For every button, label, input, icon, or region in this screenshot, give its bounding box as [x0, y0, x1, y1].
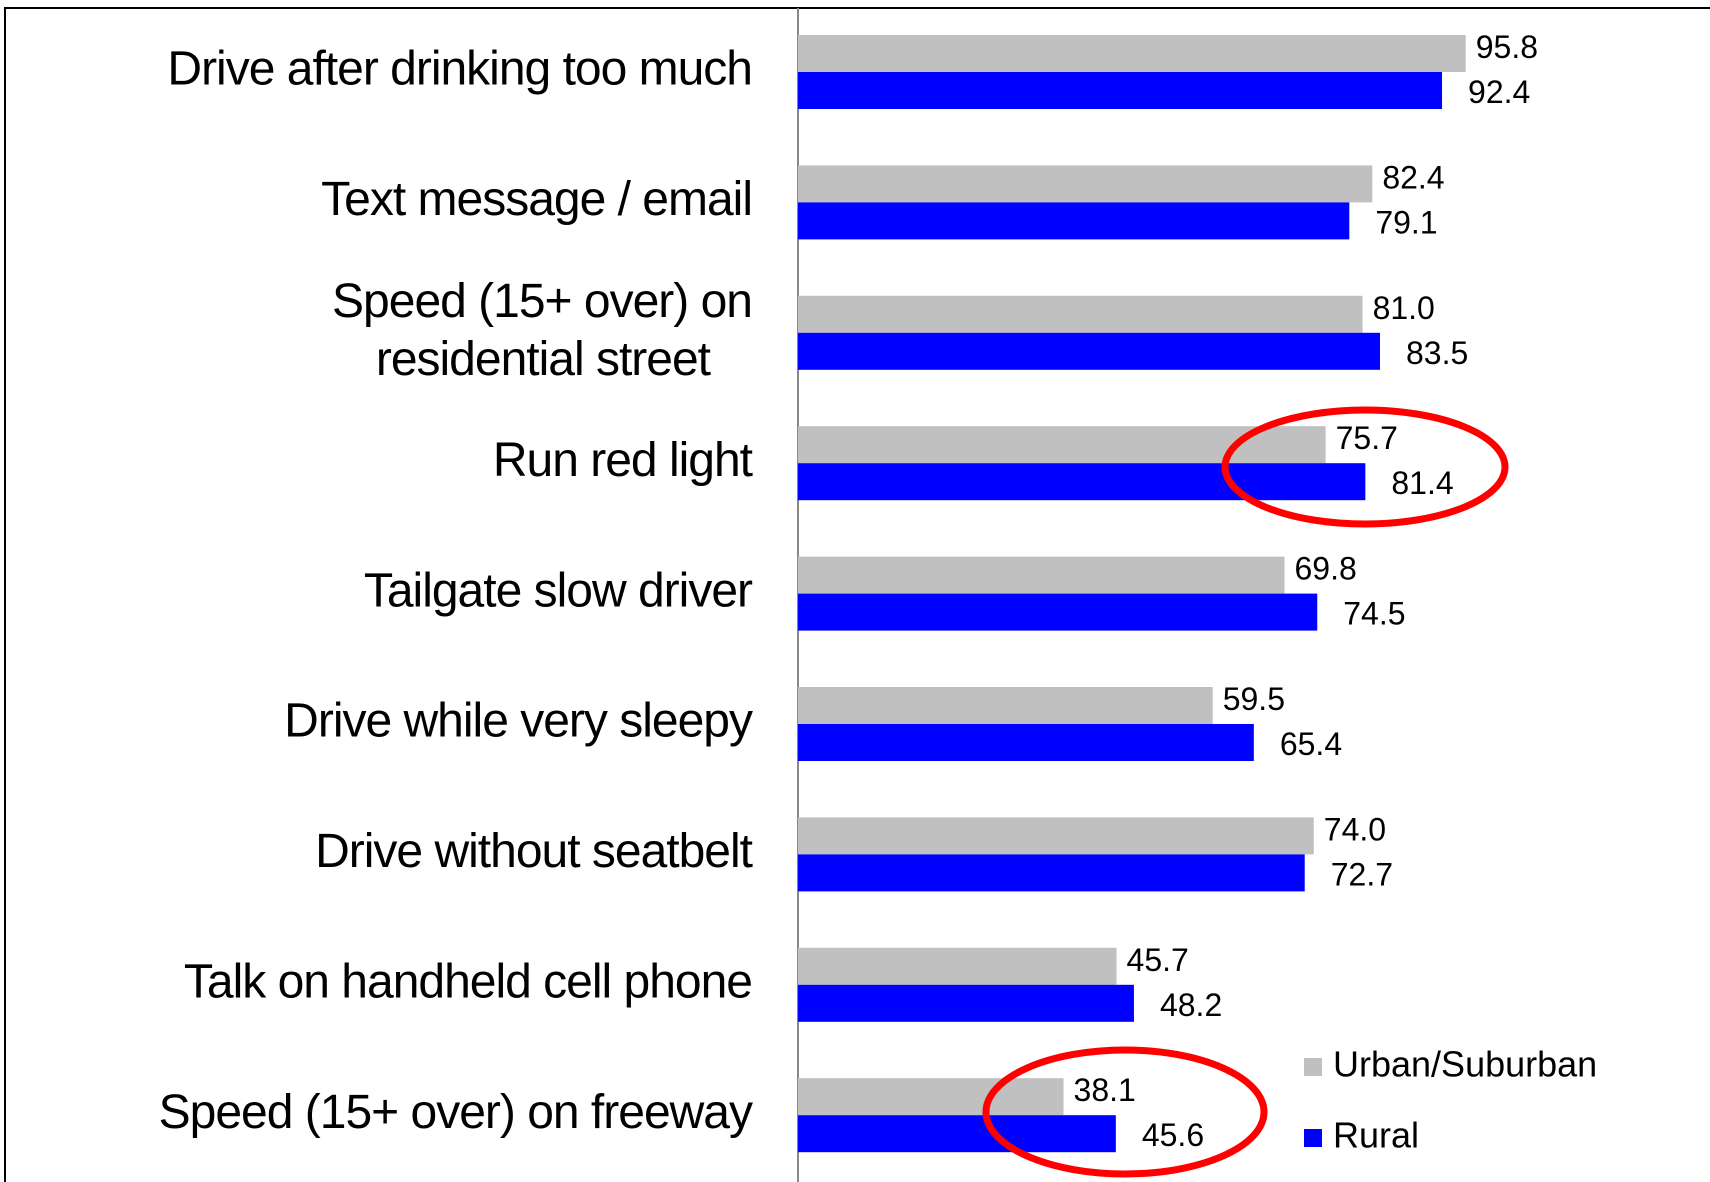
highlight-ellipse [982, 1046, 1268, 1178]
value-label: 38.1 [1074, 1072, 1136, 1108]
value-label: 95.8 [1476, 29, 1538, 65]
plot: Drive after drinking too much 95.8 92.4 Tex… [159, 29, 1598, 1156]
value-label: 45.6 [1142, 1117, 1204, 1153]
value-label: 69.8 [1295, 551, 1357, 587]
bar [798, 817, 1314, 855]
value-label: 74.5 [1343, 596, 1405, 632]
category-label: Drive without seatbelt [315, 825, 753, 878]
value-label: 74.0 [1324, 811, 1386, 847]
category-label: Drive while very sleepy [284, 695, 753, 748]
frame [4, 7, 1710, 1182]
bar [798, 1078, 1064, 1116]
value-label: 65.4 [1280, 726, 1342, 762]
bar [798, 72, 1443, 109]
value-label: 48.2 [1160, 987, 1222, 1023]
category-label: Text message / email [321, 173, 752, 226]
category-label: Speed (15+ over) on freeway [159, 1086, 753, 1139]
bar [798, 854, 1305, 892]
category-label: Speed (15+ over) on residential street [332, 274, 752, 385]
bar [798, 593, 1318, 631]
value-label: 75.7 [1336, 420, 1398, 456]
bar [798, 984, 1134, 1022]
bar [798, 556, 1285, 594]
highlight-ellipse [1221, 406, 1509, 528]
value-label: 83.5 [1406, 335, 1468, 371]
value-label: 82.4 [1382, 159, 1444, 195]
legend-swatch [1304, 1129, 1322, 1147]
bar [798, 202, 1350, 240]
value-label: 72.7 [1331, 856, 1393, 892]
bar [798, 426, 1326, 464]
value-label: 81.4 [1391, 465, 1453, 501]
bar [798, 295, 1363, 333]
bar [798, 724, 1254, 761]
value-label: 45.7 [1127, 942, 1189, 978]
value-label: 81.0 [1373, 290, 1435, 326]
category-label: Drive after drinking too much [167, 43, 752, 96]
category-label: Tailgate slow driver [364, 564, 753, 617]
bar [798, 1115, 1116, 1153]
value-label: 79.1 [1375, 204, 1437, 240]
category-label: Run red light [493, 434, 753, 487]
legend-swatch [1304, 1058, 1322, 1076]
legend-label: Urban/Suburban [1333, 1044, 1597, 1085]
bar [798, 947, 1117, 985]
bar [798, 463, 1366, 501]
bar [798, 165, 1373, 203]
value-label: 92.4 [1468, 74, 1530, 110]
bar [798, 687, 1213, 724]
legend-label: Rural [1333, 1115, 1419, 1156]
bar [798, 35, 1466, 72]
bar [798, 332, 1380, 370]
value-label: 59.5 [1223, 681, 1285, 717]
category-label: Talk on handheld cell phone [184, 955, 752, 1008]
